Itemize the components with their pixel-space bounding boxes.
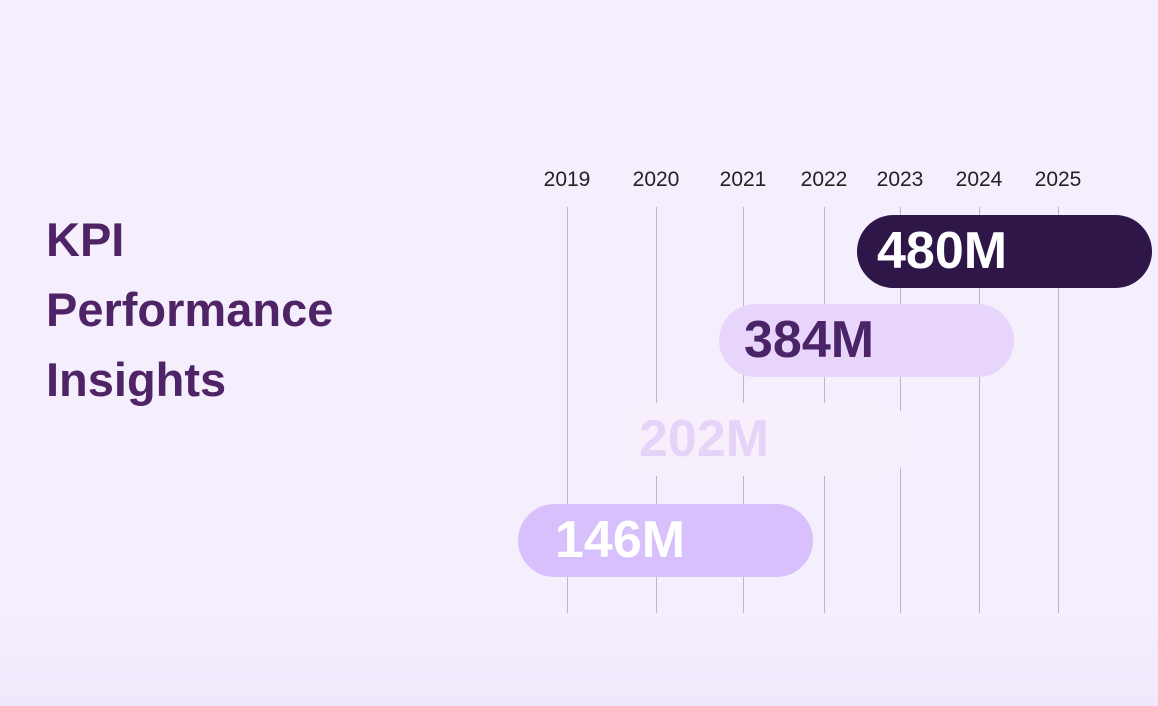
year-label: 2025 bbox=[1034, 168, 1082, 191]
grid-line bbox=[1058, 207, 1059, 613]
year-label: 2022 bbox=[800, 168, 848, 191]
kpi-pill: 146M bbox=[518, 504, 813, 577]
year-label: 2021 bbox=[719, 168, 767, 191]
kpi-pill: 384M bbox=[719, 304, 1014, 377]
year-label: 2023 bbox=[876, 168, 924, 191]
kpi-pill: 480M bbox=[857, 215, 1152, 288]
grid-line bbox=[979, 207, 980, 613]
page-title: KPI Performance Insights bbox=[46, 213, 334, 406]
grid-line bbox=[900, 207, 901, 613]
grid-line bbox=[567, 207, 568, 613]
kpi-pill: 202M bbox=[619, 403, 914, 476]
year-label: 2019 bbox=[543, 168, 591, 191]
year-label: 2024 bbox=[955, 168, 1003, 191]
year-label: 2020 bbox=[632, 168, 680, 191]
